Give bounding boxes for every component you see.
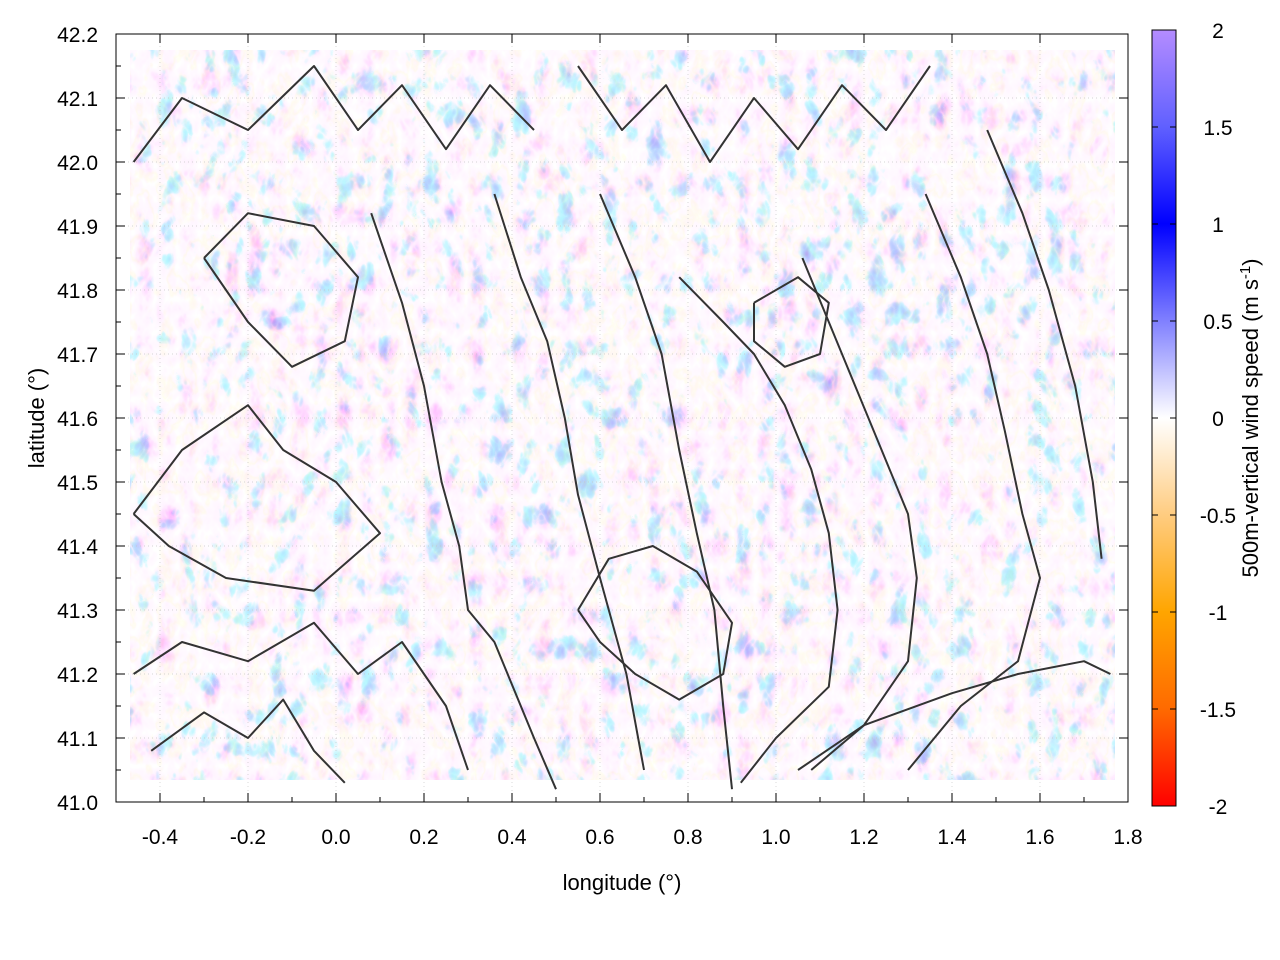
colorbar-tick-label: -2 [1209,796,1228,819]
y-tick-label: 42.1 [57,88,98,111]
y-tick-label: 41.6 [57,408,98,431]
x-tick-label: 1.0 [761,826,790,849]
x-tick-label: 0.0 [321,826,350,849]
x-tick-label: -0.2 [230,826,266,849]
colorbar-tick-label: 1.5 [1203,117,1232,140]
contour-line-7 [986,129,1103,559]
heatmap-field [130,50,1115,780]
contour-line-6 [907,193,1041,771]
x-tick-label: 1.2 [849,826,878,849]
colorbar-label-close: ) [1238,258,1263,265]
contour-line-1 [370,212,557,790]
colorbar-tick-label: -1.5 [1200,699,1236,722]
y-tick-label: 41.7 [57,344,98,367]
y-tick-label: 41.0 [57,792,98,815]
colorbar: 2 1.5 1 0.5 0 -0.5 -1 -1.5 -2 500m-vertical wind… [1151,20,1263,819]
y-tick-label: 41.4 [57,536,98,559]
contour-line-4 [678,276,839,784]
colorbar-tick-label: 2 [1212,20,1224,43]
x-tick-label: 1.8 [1113,826,1142,849]
contour-line-14 [203,212,359,368]
grid-lines [116,33,1129,803]
x-tick-label: 1.6 [1025,826,1054,849]
x-tick-label: 0.6 [585,826,614,849]
x-tick-label: 1.4 [937,826,967,849]
y-tick-label: 41.3 [57,600,98,623]
colorbar-tick-label: 1 [1212,214,1224,237]
y-tick-label: 41.2 [57,664,98,687]
y-tick-label: 41.1 [57,728,98,751]
colorbar-tick-label: -1 [1209,602,1228,625]
contour-line-15 [753,276,830,368]
colorbar-tick-label: -0.5 [1200,505,1236,528]
contour-line-12 [150,698,346,784]
colorbar-label-main: 500m-vertical wind speed (m s [1238,279,1263,577]
contour-line-10 [577,65,931,163]
x-axis-ticks: -0.4 -0.2 0.0 0.2 0.4 0.6 0.8 1.0 1.2 1.4 1.6 1.8 [142,34,1143,849]
contour-line-9 [132,65,535,163]
contour-lines [132,65,1111,790]
colorbar-label-sup: -1 [1237,266,1254,279]
y-tick-label: 42.2 [57,24,98,47]
y-tick-label: 41.5 [57,472,98,495]
y-axis-ticks: 41.0 41.1 41.2 41.3 41.4 41.5 41.6 41.7 41.8 41.9… [57,24,1128,815]
plot-area: -0.4 -0.2 0.0 0.2 0.4 0.6 0.8 1.0 1.2 1.4 1.6 1.8 4… [57,24,1142,849]
colorbar-tick-label: 0 [1212,408,1224,431]
x-axis-label: longitude (°) [563,870,682,895]
x-tick-label: -0.4 [142,826,179,849]
contour-line-8 [797,660,1111,771]
y-tick-label: 42.0 [57,152,98,175]
contour-line-5 [801,257,918,771]
x-tick-label: 0.8 [673,826,702,849]
y-tick-label: 41.8 [57,280,98,303]
contour-line-13 [577,545,733,701]
contour-line-11 [133,621,469,771]
x-tick-label: 0.2 [409,826,438,849]
colorbar-tick-label: 0.5 [1203,311,1232,334]
contour-line-2 [493,193,645,771]
y-axis-label: latitude (°) [24,368,49,469]
contour-line-0 [132,404,381,592]
x-tick-label: 0.4 [497,826,527,849]
colorbar-ticks: 2 1.5 1 0.5 0 -0.5 -1 -1.5 -2 [1152,20,1236,819]
colorbar-label: 500m-vertical wind speed (m s-1) [1237,258,1263,577]
y-tick-label: 41.9 [57,216,98,239]
contour-line-3 [599,193,733,790]
